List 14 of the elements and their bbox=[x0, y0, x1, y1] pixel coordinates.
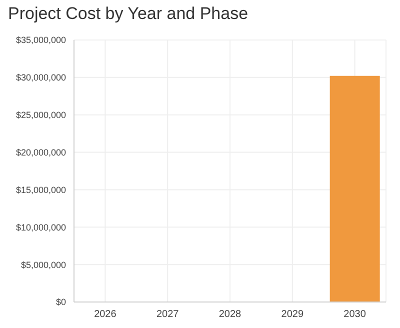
y-tick-label: $25,000,000 bbox=[16, 110, 66, 120]
y-tick-label: $0 bbox=[56, 297, 66, 308]
x-tick-label: 2029 bbox=[281, 309, 304, 320]
x-tick-label: 2026 bbox=[94, 309, 117, 320]
y-tick-label: $20,000,000 bbox=[16, 147, 66, 158]
x-tick-label: 2028 bbox=[218, 309, 242, 320]
x-tick-label: 2027 bbox=[156, 309, 180, 320]
y-tick-label: $35,000,000 bbox=[16, 35, 66, 46]
x-tick-label: 2030 bbox=[344, 309, 366, 320]
y-tick-label: $30,000,000 bbox=[16, 72, 66, 83]
chart-title: Project Cost by Year and Phase bbox=[8, 4, 250, 24]
y-tick-label: $15,000,000 bbox=[16, 184, 66, 195]
y-tick-label: $10,000,000 bbox=[16, 222, 66, 232]
y-tick-label: $5,000,000 bbox=[20, 260, 66, 270]
